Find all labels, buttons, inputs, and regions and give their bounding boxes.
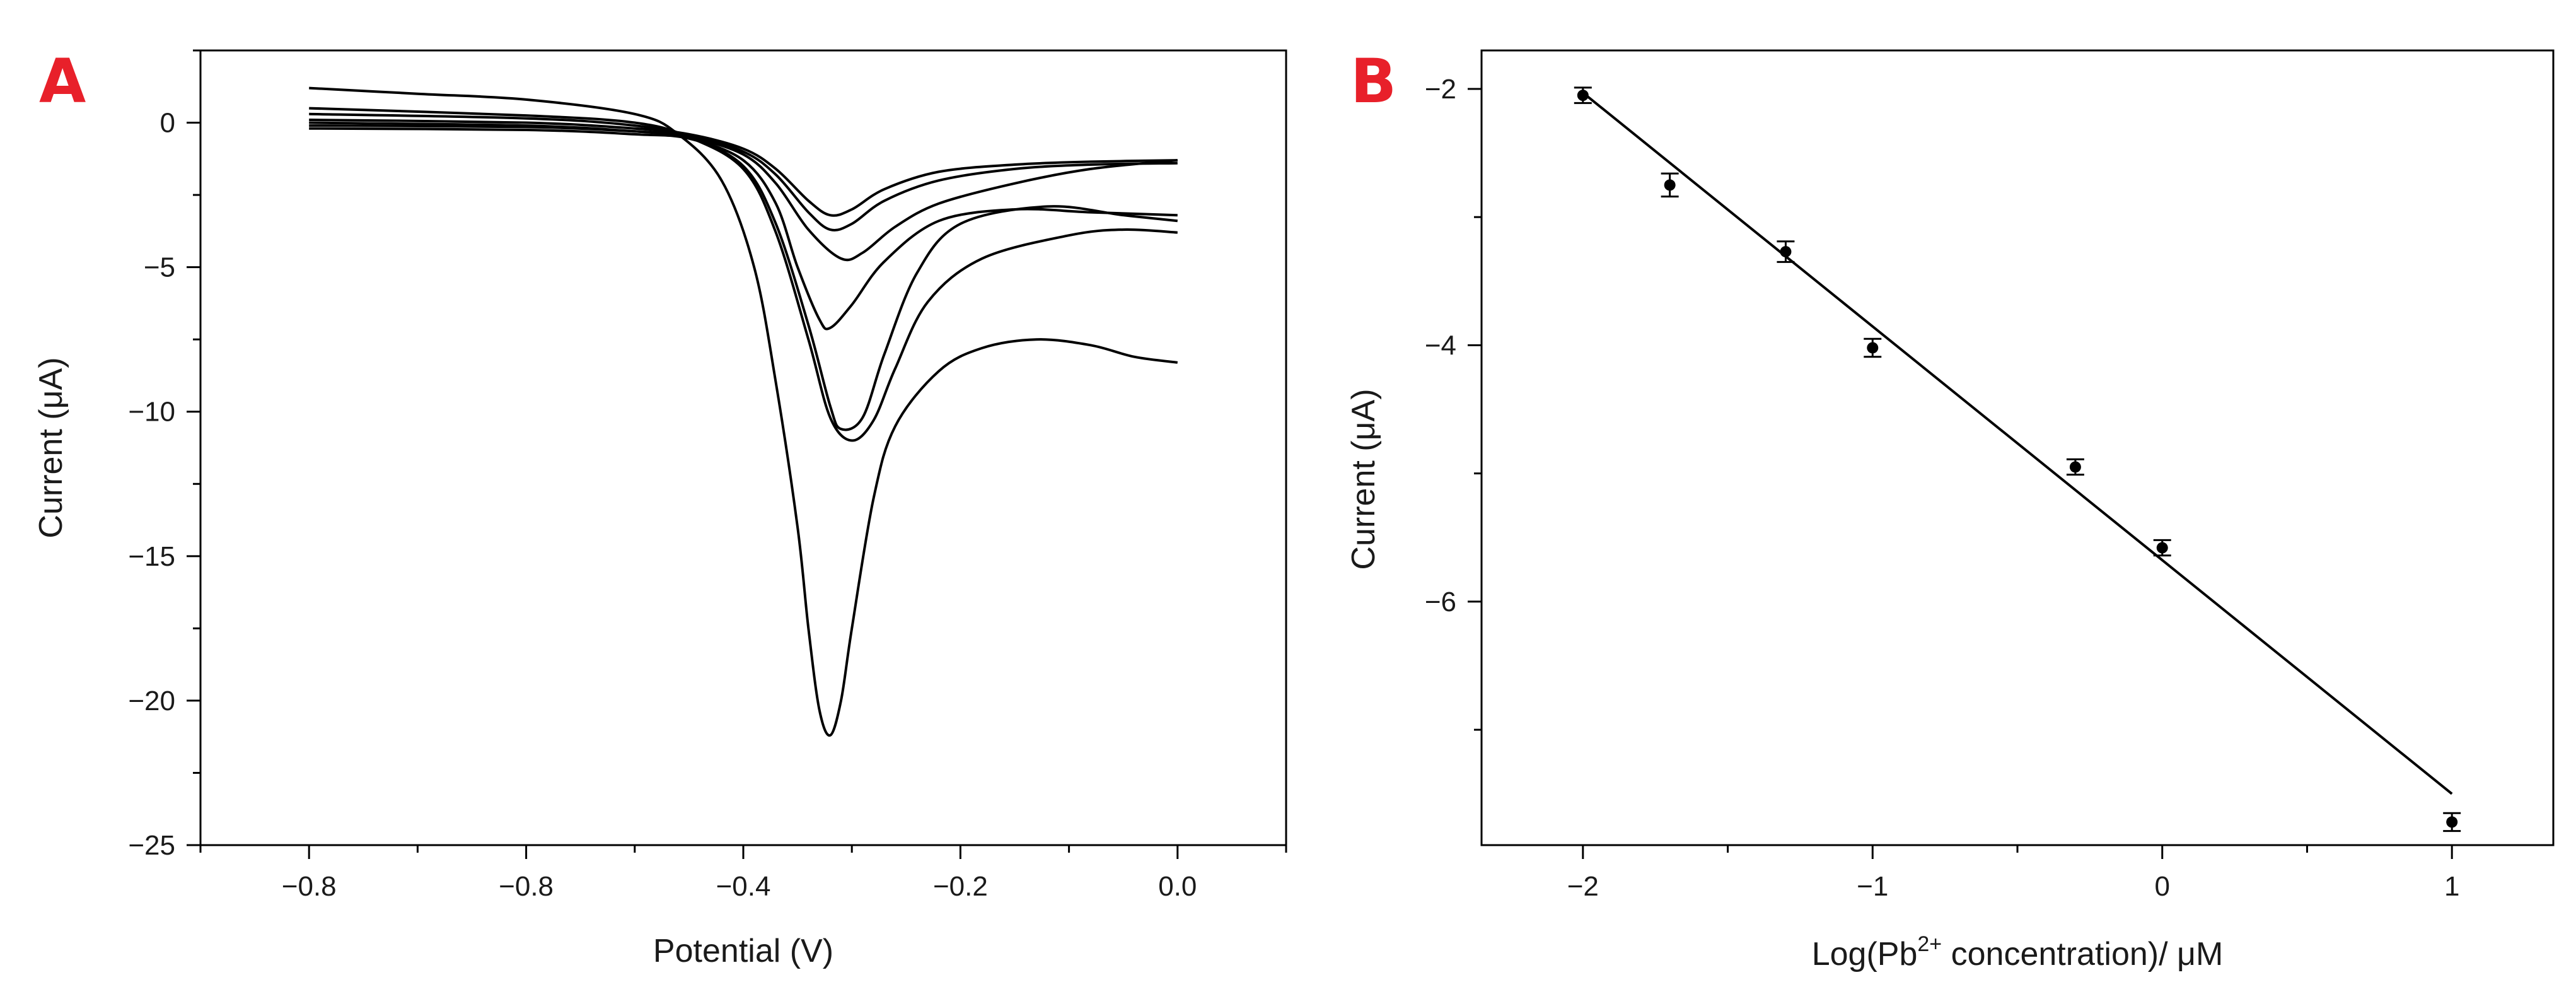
panel-b-data-point — [2153, 539, 2171, 557]
panel-b-plot-frame — [1480, 49, 2555, 846]
panel-b-marker — [1867, 342, 1879, 354]
panel-b-ticks: −2 −1 0 1 −2 −4 −6 — [1425, 74, 2460, 902]
panel-a-x-tick-label: −0.8 — [282, 871, 337, 902]
panel-b-x-tick-label: 1 — [2444, 871, 2459, 902]
panel-a-y-tick-label: 0 — [160, 108, 175, 139]
panel-b-chart: B −2 −1 0 1 −2 −4 −6 Log(Pb2+ concentration)/ … — [1345, 46, 2555, 973]
panel-b-data-point — [1777, 240, 1795, 263]
panel-b-marker — [1664, 179, 1676, 191]
panel-b-points — [1574, 86, 2461, 833]
panel-b-y-tick-label: −4 — [1425, 330, 1456, 361]
panel-a-x-tick-label: −0.8 — [499, 871, 554, 902]
panel-a-x-axis-title: Potential (V) — [653, 933, 833, 969]
panel-b-data-point — [1864, 337, 1882, 358]
panel-a-x-tick-label: 0.0 — [1158, 871, 1197, 902]
panel-a-series-7 — [309, 86, 1178, 737]
panel-a-series-2 — [309, 124, 1178, 231]
panel-a-x-tick-label: −0.2 — [933, 871, 988, 902]
panel-b-x-axis-title-superscript: 2+ — [1917, 932, 1942, 956]
panel-b-data-point — [2443, 812, 2461, 833]
panel-b-letter: B — [1350, 46, 1396, 117]
panel-a-curves — [309, 86, 1178, 737]
panel-b-marker — [2156, 542, 2168, 554]
panel-a-chart: A −0.8 −0.8 −0.4 −0.2 0.0 0 −5 −10 −15 −20 −25 Pot… — [33, 46, 1287, 969]
panel-a-y-tick-label: −5 — [144, 252, 175, 283]
panel-b-x-axis-title-prefix: Log(Pb — [1812, 936, 1918, 973]
panel-b-data-point — [1661, 172, 1679, 198]
panel-a-series-6 — [309, 107, 1178, 442]
panel-a-series-5 — [309, 112, 1178, 431]
panel-b-x-tick-label: −2 — [1567, 871, 1599, 902]
panel-a-x-tick-label: −0.4 — [716, 871, 771, 902]
panel-b-y-tick-label: −2 — [1425, 74, 1456, 105]
panel-a-y-tick-label: −25 — [128, 830, 175, 861]
panel-b-data-point — [1574, 86, 1592, 104]
panel-a-y-tick-label: −10 — [128, 397, 175, 428]
panel-a-y-axis-title: Current (μA) — [33, 357, 69, 538]
panel-b-marker — [2446, 816, 2458, 828]
panel-b-y-axis-title: Current (μA) — [1345, 389, 1382, 570]
panel-a-series-1 — [309, 119, 1178, 217]
panel-b-x-axis-title-suffix: concentration)/ μM — [1942, 936, 2223, 973]
panel-b-marker — [1577, 90, 1589, 102]
panel-b-marker — [1780, 246, 1792, 258]
panel-b-x-axis-title: Log(Pb2+ concentration)/ μM — [1812, 932, 2224, 973]
panel-b-marker — [2069, 461, 2081, 473]
panel-b-y-tick-label: −6 — [1425, 587, 1456, 617]
panel-a-series-3 — [309, 121, 1178, 262]
panel-a-series-4 — [309, 127, 1178, 330]
panel-a-y-tick-label: −15 — [128, 541, 175, 572]
panel-a-ticks: −0.8 −0.8 −0.4 −0.2 0.0 0 −5 −10 −15 −20 −25 — [128, 49, 1287, 902]
panel-b-x-tick-label: −1 — [1857, 871, 1888, 902]
panel-a-letter: A — [39, 46, 86, 117]
panel-b-data-point — [2066, 458, 2084, 476]
panel-b-x-tick-label: 0 — [2154, 871, 2169, 902]
panel-b-fit-line — [1582, 91, 2453, 795]
panel-a-y-tick-label: −20 — [128, 686, 175, 716]
